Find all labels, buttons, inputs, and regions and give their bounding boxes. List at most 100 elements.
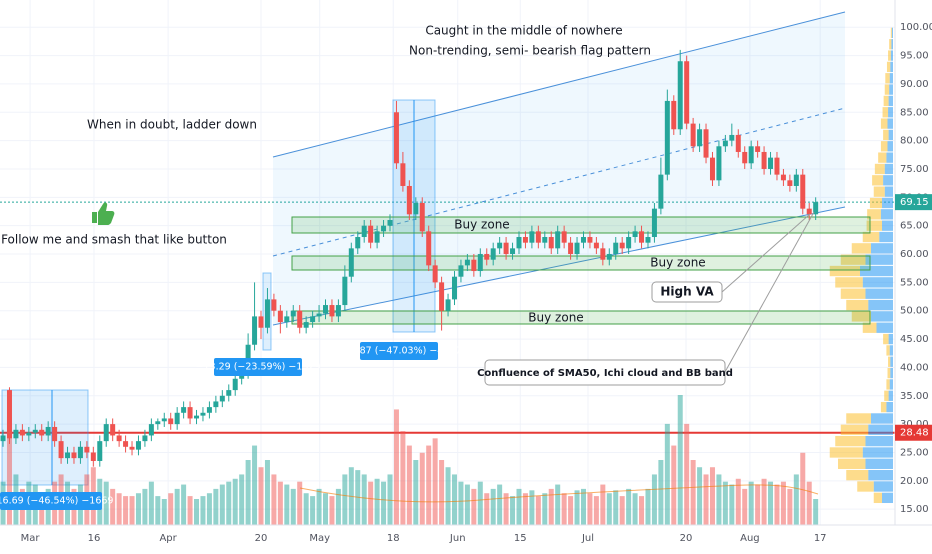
candle-body bbox=[168, 418, 174, 425]
candle-body bbox=[348, 248, 354, 277]
x-tick-label: 16 bbox=[88, 533, 101, 544]
thumbs-up-icon bbox=[92, 202, 115, 225]
profile-down bbox=[872, 175, 884, 186]
buy-zone bbox=[291, 310, 871, 325]
volume-bar bbox=[432, 438, 438, 525]
volume-bar bbox=[664, 423, 670, 525]
volume-bar bbox=[264, 460, 270, 525]
profile-up bbox=[865, 458, 893, 469]
profile-up bbox=[879, 231, 893, 243]
profile-down bbox=[846, 469, 869, 481]
x-tick-label: May bbox=[309, 533, 330, 544]
profile-down bbox=[890, 27, 892, 39]
volume-bar bbox=[548, 488, 554, 525]
candle-body bbox=[277, 310, 283, 323]
annotation: Non-trending, semi- bearish flag pattern bbox=[409, 44, 651, 58]
volume-bar bbox=[510, 496, 516, 525]
candle-body bbox=[697, 129, 703, 147]
profile-up bbox=[890, 61, 893, 73]
volume-bar bbox=[413, 460, 419, 525]
profile-down bbox=[886, 345, 890, 356]
profile-up bbox=[868, 299, 893, 311]
volume-bar bbox=[774, 484, 780, 525]
volume-bar bbox=[658, 460, 664, 525]
profile-up bbox=[871, 413, 893, 424]
profile-down bbox=[857, 481, 874, 492]
x-tick-label: 15 bbox=[514, 533, 527, 544]
volume-bar bbox=[787, 488, 793, 525]
volume-bar bbox=[535, 496, 541, 525]
candle-body bbox=[258, 316, 264, 328]
volume-bar bbox=[219, 484, 225, 525]
candle-body bbox=[84, 446, 90, 453]
y-tick-label: 75.00 bbox=[900, 164, 929, 175]
volume-bar bbox=[116, 493, 122, 525]
profile-down bbox=[880, 141, 888, 152]
volume-bar bbox=[213, 488, 219, 525]
volume-bar bbox=[110, 488, 116, 525]
candle-body bbox=[123, 441, 129, 447]
x-tick-label: Jul bbox=[581, 533, 594, 544]
profile-down bbox=[851, 311, 871, 322]
volume-bar bbox=[451, 474, 457, 525]
candle-body bbox=[671, 100, 677, 130]
volume-bar bbox=[697, 467, 703, 525]
candle-body bbox=[142, 435, 148, 442]
volume-bar bbox=[632, 493, 638, 525]
profile-up bbox=[868, 424, 893, 435]
volume-bar bbox=[709, 467, 715, 525]
y-tick-label: 35.00 bbox=[900, 391, 929, 402]
candle-body bbox=[600, 248, 606, 260]
x-tick-label: Jun bbox=[449, 533, 466, 544]
volume-bar bbox=[426, 445, 432, 525]
volume-bar bbox=[297, 481, 303, 525]
candle-body bbox=[761, 151, 767, 169]
candle-body bbox=[510, 248, 516, 255]
volume-bar bbox=[161, 499, 167, 525]
profile-up bbox=[888, 333, 893, 345]
volume-bar bbox=[155, 496, 161, 525]
profile-down bbox=[851, 243, 871, 254]
volume-bar bbox=[284, 484, 290, 525]
candle-body bbox=[574, 242, 580, 255]
volume-bar bbox=[6, 416, 12, 525]
profile-up bbox=[884, 163, 893, 175]
volume-bar bbox=[181, 484, 187, 525]
volume-bar bbox=[232, 478, 238, 525]
volume-bar bbox=[716, 474, 722, 525]
profile-up bbox=[860, 265, 893, 277]
y-tick-label: 15.00 bbox=[900, 504, 929, 515]
candle-body bbox=[110, 424, 116, 436]
profile-up bbox=[888, 107, 893, 118]
y-tick-label: 25.00 bbox=[900, 447, 929, 458]
volume-bar bbox=[593, 496, 599, 525]
candle-body bbox=[155, 421, 161, 425]
volume-bar bbox=[464, 484, 470, 525]
profile-down bbox=[886, 61, 891, 73]
y-tick-label: 45.00 bbox=[900, 334, 929, 345]
sma-line bbox=[299, 484, 819, 503]
zone-label: Buy zone bbox=[454, 218, 509, 232]
candle-body bbox=[6, 390, 12, 439]
volume-bar bbox=[103, 481, 109, 525]
volume-bar bbox=[813, 499, 819, 525]
volume-bar bbox=[316, 488, 322, 525]
profile-up bbox=[880, 209, 893, 220]
profile-down bbox=[883, 129, 889, 141]
volume-bar bbox=[374, 478, 380, 525]
price-tag bbox=[895, 424, 932, 441]
volume-bar bbox=[168, 493, 174, 525]
volume-bar bbox=[245, 460, 251, 525]
volume-bar bbox=[748, 481, 754, 525]
profile-up bbox=[882, 197, 893, 209]
profile-down bbox=[889, 39, 892, 50]
buy-zone bbox=[291, 216, 871, 234]
volume-profile bbox=[829, 27, 893, 504]
y-tick-label: 85.00 bbox=[900, 107, 929, 118]
volume-bar bbox=[310, 496, 316, 525]
candle-body bbox=[32, 429, 38, 433]
profile-down bbox=[883, 333, 889, 345]
profile-up bbox=[886, 152, 893, 163]
candle-body bbox=[561, 231, 567, 243]
